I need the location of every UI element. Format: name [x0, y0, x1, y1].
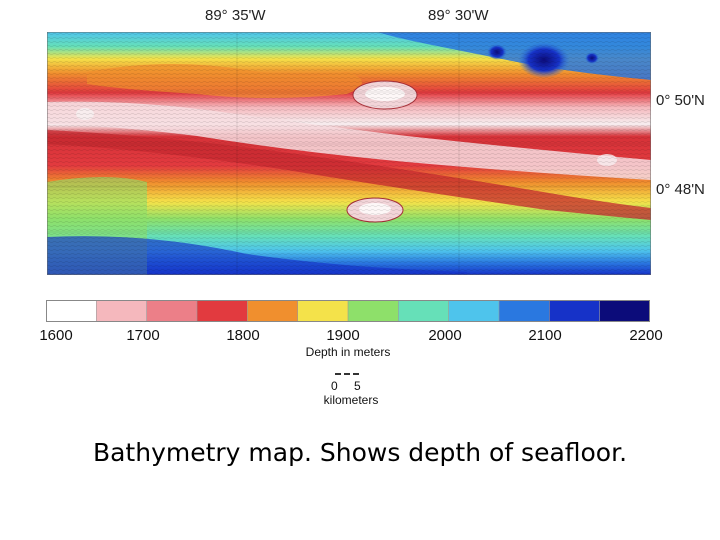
depth-tick-label: 1700 — [126, 327, 160, 344]
depth-color-bin — [146, 300, 198, 322]
depth-color-bin — [499, 300, 550, 322]
depth-color-bin — [197, 300, 248, 322]
depth-color-bin — [398, 300, 450, 322]
depth-color-bin — [46, 300, 97, 322]
depth-color-scale — [46, 300, 650, 322]
depth-color-bin — [96, 300, 148, 322]
caption: Bathymetry map. Shows depth of seafloor. — [92, 438, 628, 467]
distance-scale-unit: kilometers — [323, 393, 379, 407]
depth-tick-label: 1600 — [39, 327, 73, 344]
distance-scale-bar — [335, 373, 359, 375]
bathymetry-map — [47, 32, 651, 275]
depth-axis-title: Depth in meters — [305, 345, 391, 359]
depth-color-bin — [549, 300, 601, 322]
depth-color-bin — [599, 300, 650, 322]
latitude-label-south: 0° 48'N — [656, 181, 705, 198]
depth-tick-label: 2000 — [428, 327, 462, 344]
depth-tick-label: 1800 — [226, 327, 260, 344]
latitude-label-north: 0° 50'N — [656, 92, 705, 109]
depth-tick-label: 1900 — [326, 327, 360, 344]
depth-color-bin — [297, 300, 349, 322]
depth-color-bin — [348, 300, 399, 322]
depth-tick-label: 2100 — [528, 327, 562, 344]
depth-tick-label: 2200 — [629, 327, 663, 344]
depth-color-bin — [448, 300, 500, 322]
longitude-label-east: 89° 30'W — [428, 7, 489, 24]
depth-color-bin — [247, 300, 299, 322]
longitude-label-west: 89° 35'W — [205, 7, 266, 24]
distance-scale-start: 0 — [331, 379, 338, 393]
distance-scale-end: 5 — [354, 379, 361, 393]
